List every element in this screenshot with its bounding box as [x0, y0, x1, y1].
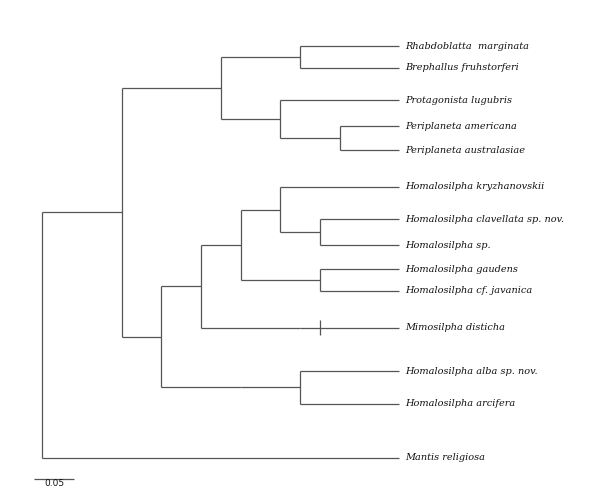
Text: Homalosilpha gaudens: Homalosilpha gaudens [405, 265, 518, 274]
Text: Periplaneta americana: Periplaneta americana [405, 122, 517, 131]
Text: Brephallus fruhstorferi: Brephallus fruhstorferi [405, 63, 519, 72]
Text: Homalosilpha kryzhanovskii: Homalosilpha kryzhanovskii [405, 182, 544, 191]
Text: Mantis religiosa: Mantis religiosa [405, 453, 485, 462]
Text: Protagonista lugubris: Protagonista lugubris [405, 96, 512, 105]
Text: Homalosilpha sp.: Homalosilpha sp. [405, 241, 491, 250]
Text: Homalosilpha arcifera: Homalosilpha arcifera [405, 399, 515, 408]
Text: Homalosilpha cf. javanica: Homalosilpha cf. javanica [405, 286, 532, 295]
Text: Periplaneta australasiae: Periplaneta australasiae [405, 145, 525, 155]
Text: Homalosilpha alba sp. nov.: Homalosilpha alba sp. nov. [405, 367, 538, 376]
Text: Mimosilpha disticha: Mimosilpha disticha [405, 323, 505, 332]
Text: Rhabdoblatta  marginata: Rhabdoblatta marginata [405, 41, 529, 51]
Text: 0.05: 0.05 [44, 479, 64, 488]
Text: Homalosilpha clavellata sp. nov.: Homalosilpha clavellata sp. nov. [405, 215, 564, 224]
